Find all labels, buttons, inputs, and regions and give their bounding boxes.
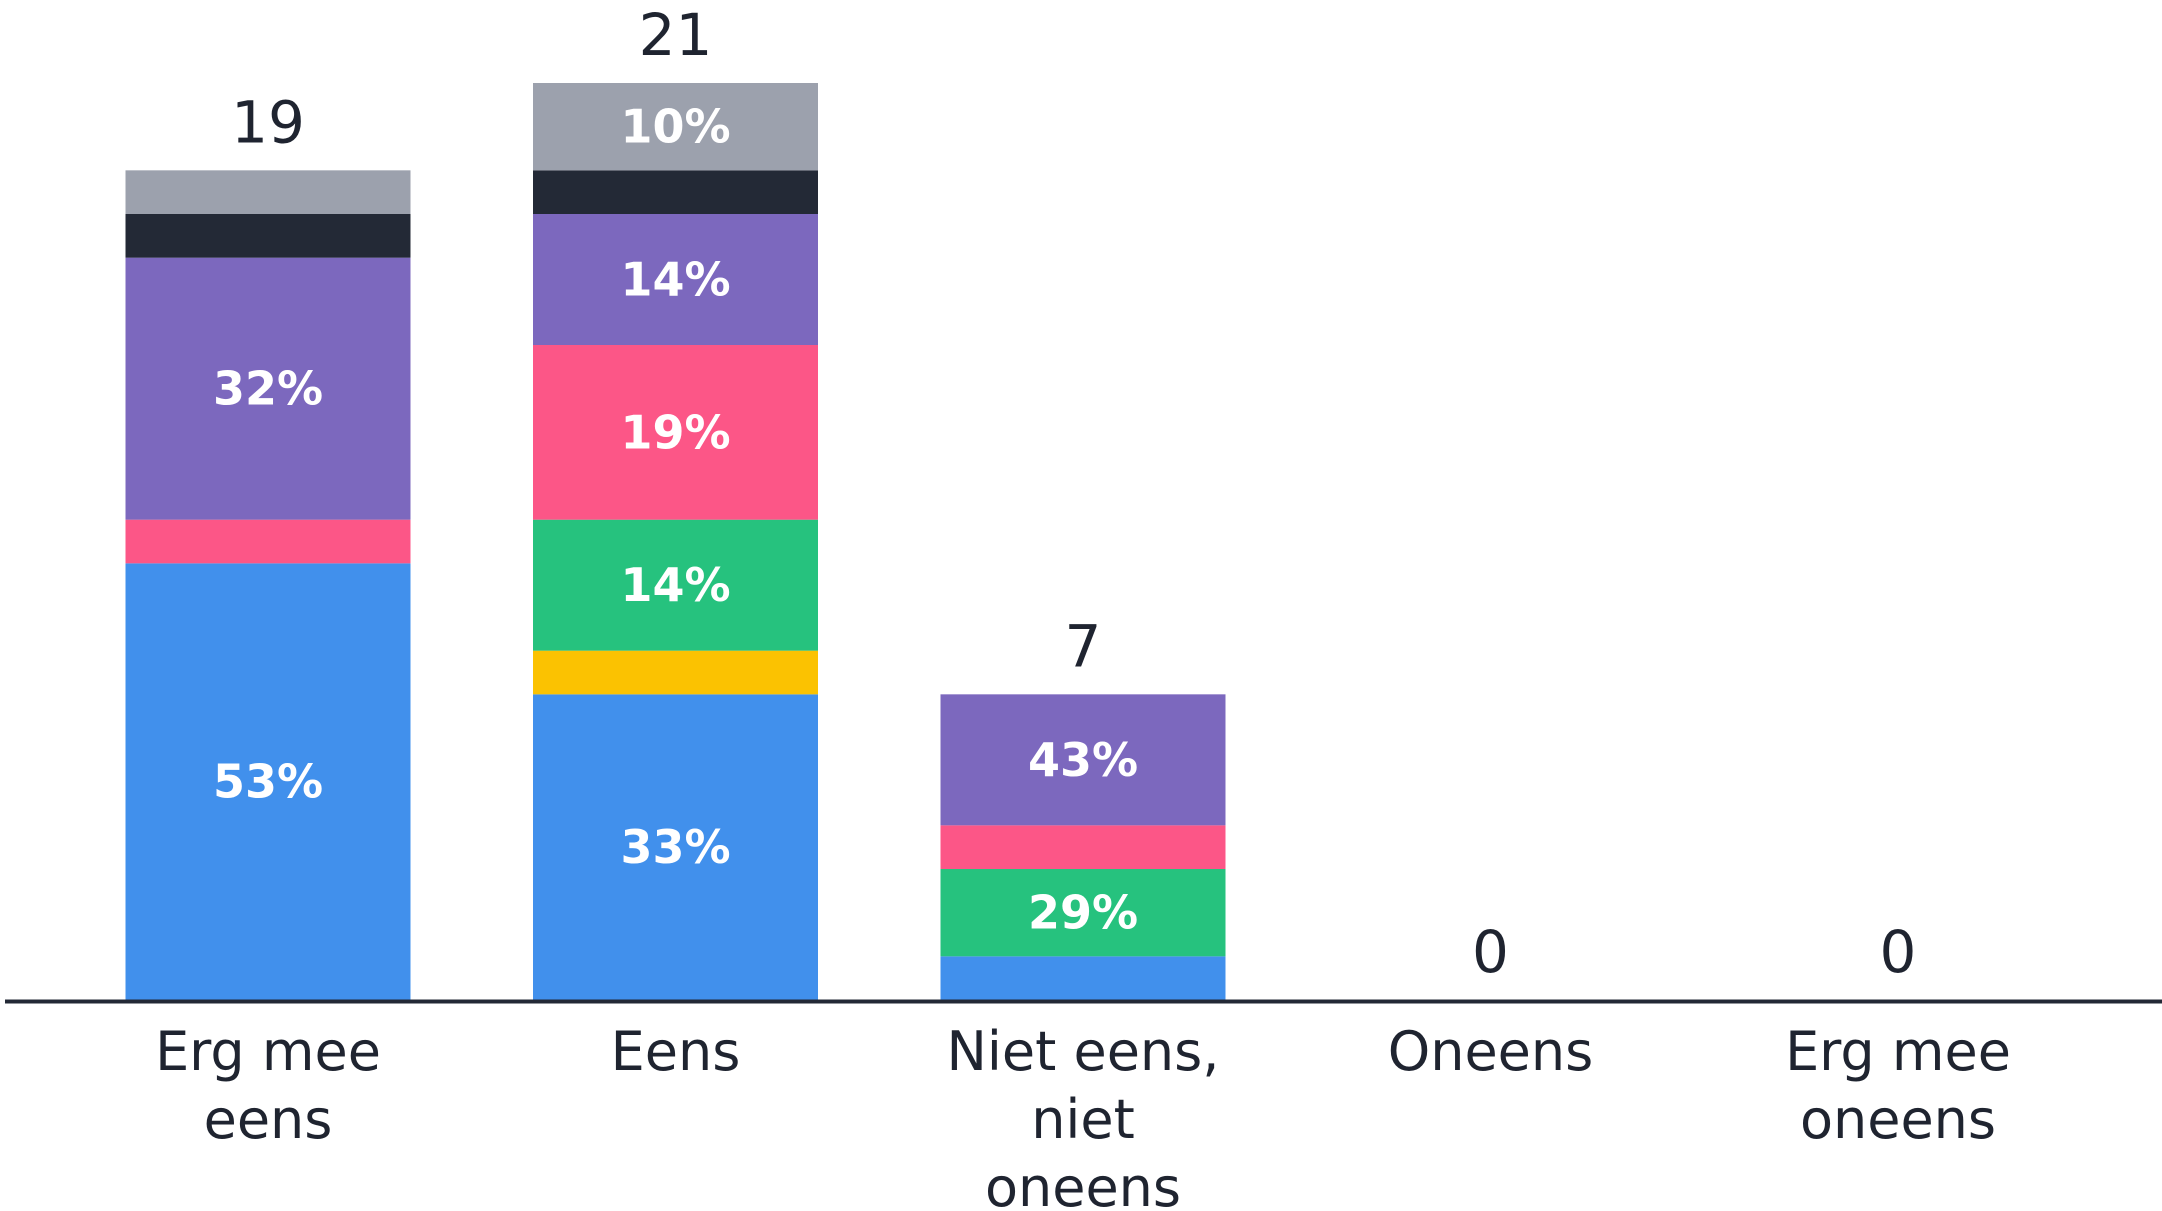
segment-percent-label: 19% [620, 405, 730, 459]
category-label-line: Oneens [1388, 1020, 1594, 1083]
category-label: Oneens [1388, 1020, 1594, 1083]
bar-segment [533, 650, 818, 695]
category-label-line: Eens [611, 1020, 741, 1083]
bar-segment [940, 825, 1226, 869]
bar-total-label: 21 [639, 1, 713, 69]
category-label-line: niet [1031, 1088, 1135, 1151]
category-label-line: oneens [1800, 1088, 1996, 1151]
bar-total-label: 0 [1880, 918, 1917, 986]
category-label: Eens [611, 1020, 741, 1083]
segment-percent-label: 43% [1028, 733, 1138, 787]
bar-segment [533, 694, 818, 1000]
bar-total-label: 7 [1065, 612, 1102, 680]
category-label: Erg mee oneens [1785, 1020, 2011, 1151]
bar-segment [940, 694, 1226, 826]
bar-segment [533, 345, 818, 520]
category-label: Erg mee eens [155, 1020, 381, 1151]
category-label: Niet eens, niet oneens [947, 1020, 1220, 1211]
segment-percent-label: 14% [620, 253, 730, 307]
bar-segment [940, 956, 1226, 1000]
segment-percent-label: 53% [213, 755, 323, 809]
bar-segment [533, 214, 818, 345]
category-label-line: oneens [985, 1156, 1181, 1211]
bar-segment [125, 170, 411, 214]
segment-labels-layer: 53% 32% 33% 14% 19% 14% 10% 29% 43% [213, 100, 1138, 940]
bar-total-label: 19 [231, 88, 305, 156]
segment-percent-label: 32% [213, 362, 323, 416]
segment-percent-label: 29% [1028, 886, 1138, 940]
bar-segment [125, 214, 411, 258]
category-label-line: eens [204, 1088, 333, 1151]
bars-layer [125, 83, 1226, 1000]
bar-segment [125, 257, 411, 520]
bar-segment [940, 869, 1226, 957]
bar-segment [125, 563, 411, 1000]
category-label-line: Erg mee [1785, 1020, 2011, 1083]
category-label-line: Niet eens, [947, 1020, 1220, 1083]
bar-segment [533, 519, 818, 651]
bar-segment [533, 83, 818, 171]
bar-total-label: 0 [1472, 918, 1509, 986]
bar-segment [533, 170, 818, 214]
totals-layer: 19 21 7 0 0 [231, 1, 1916, 986]
segment-percent-label: 33% [620, 820, 730, 874]
segment-percent-label: 10% [620, 100, 730, 154]
segment-percent-label: 14% [620, 558, 730, 612]
category-label-line: Erg mee [155, 1020, 381, 1083]
bar-segment [125, 519, 411, 564]
